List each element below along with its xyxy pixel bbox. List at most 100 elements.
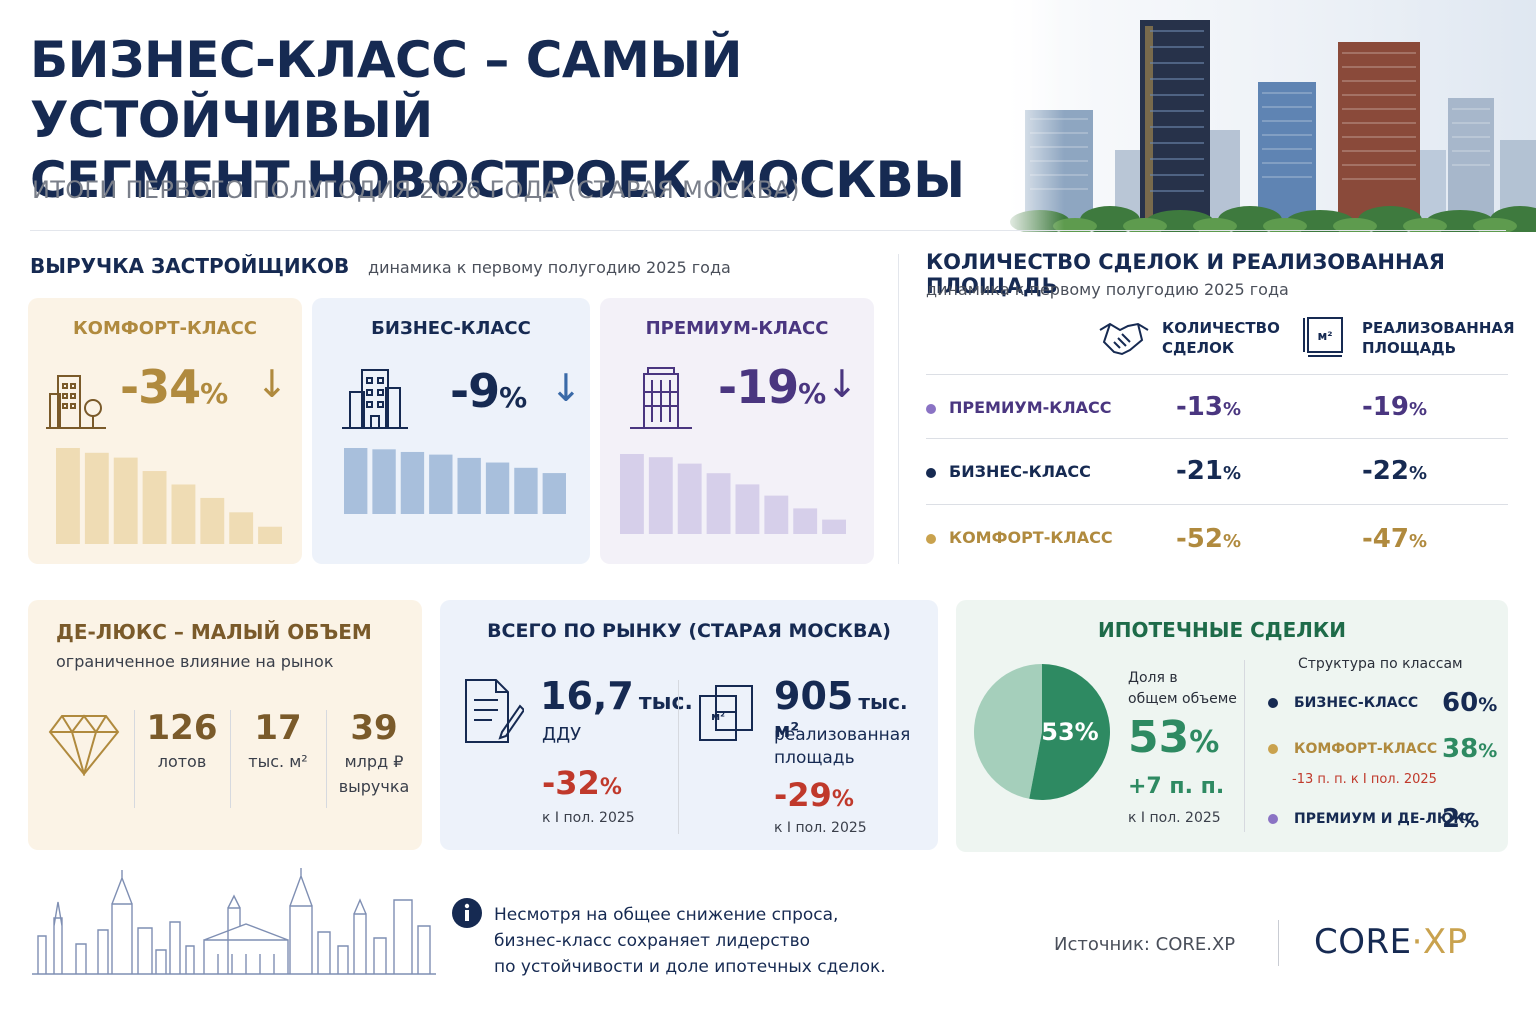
revenue-bar	[822, 519, 846, 534]
revenue-chart-premium	[620, 454, 846, 534]
deals-value: -13%	[1176, 392, 1242, 422]
revenue-card-business: БИЗНЕС-КЛАСС -9% ↓	[312, 298, 590, 564]
core-xp-logo: CORE·XP	[1314, 922, 1468, 962]
revenue-bar	[429, 454, 453, 514]
revenue-bar	[735, 484, 760, 534]
deluxe-card: ДЕ-ЛЮКС – МАЛЫЙ ОБЪЕМ ограниченное влиян…	[28, 600, 422, 850]
revenue-bar	[142, 471, 167, 544]
ddu-note: к I пол. 2025	[542, 810, 635, 826]
revenue-bar	[677, 463, 702, 534]
stat-divider	[230, 710, 231, 808]
legend-dot	[926, 468, 936, 478]
footer-divider	[1278, 920, 1279, 966]
table-row: БИЗНЕС-КЛАСС -21% -22%	[926, 454, 1508, 502]
structure-label: КОМФОРТ-КЛАСС	[1294, 741, 1438, 757]
down-arrow-icon: ↓	[550, 366, 582, 410]
table-divider	[926, 504, 1508, 505]
market-divider	[678, 680, 679, 834]
table-divider	[926, 438, 1508, 439]
revenue-bar	[764, 495, 789, 534]
floorplan-icon: м²	[699, 685, 753, 741]
card-label: ПРЕМИУМ-КЛАСС	[645, 318, 829, 339]
structure-label: БИЗНЕС-КЛАСС	[1294, 695, 1419, 711]
area-column-header: РЕАЛИЗОВАННАЯ ПЛОЩАДЬ	[1362, 319, 1515, 357]
share-note: к I пол. 2025	[1128, 810, 1221, 826]
info-icon	[452, 898, 482, 928]
svg-text:м²: м²	[1317, 329, 1332, 343]
structure-row: БИЗНЕС-КЛАСС 60%	[1268, 688, 1498, 722]
revenue-bar	[648, 457, 673, 534]
deals-title: КОЛИЧЕСТВО СДЕЛОК И РЕАЛИЗОВАННАЯ ПЛОЩАД…	[926, 250, 1445, 298]
deals-subtitle: динамика к первому полугодию 2025 года	[926, 280, 1289, 299]
row-label: БИЗНЕС-КЛАСС	[949, 462, 1091, 481]
structure-note: -13 п. п. к I пол. 2025	[1292, 772, 1437, 787]
pie-slice-rest	[974, 664, 1042, 799]
card-label: БИЗНЕС-КЛАСС	[371, 318, 531, 339]
area-note: к I пол. 2025	[774, 820, 867, 836]
down-arrow-icon: ↓	[826, 362, 858, 406]
revenue-bar	[372, 449, 396, 514]
table-row: ПРЕМИУМ-КЛАСС -13% -19%	[926, 390, 1508, 438]
office-building-icon	[342, 369, 408, 429]
deals-value: -52%	[1176, 524, 1242, 554]
moscow-skyline-illustration	[32, 868, 436, 975]
footer-note: Несмотря на общее снижение спроса, бизне…	[494, 905, 886, 977]
deals-column-header: КОЛИЧЕСТВО СДЕЛОК	[1162, 319, 1280, 357]
structure-value: 2%	[1442, 804, 1480, 834]
ddu-change: -32%	[542, 764, 622, 802]
card-label: КОМФОРТ-КЛАСС	[72, 318, 258, 339]
table-divider	[926, 374, 1508, 375]
structure-row: ПРЕМИУМ И ДЕ-ЛЮКС 2%	[1268, 804, 1494, 838]
deals-value: -21%	[1176, 456, 1242, 486]
revenue-bar	[620, 454, 644, 534]
row-label: КОМФОРТ-КЛАСС	[949, 528, 1113, 547]
revenue-bar	[113, 457, 138, 544]
revenue-value: -19%	[718, 360, 826, 414]
area-total-value: 905 тыс. м²	[774, 674, 908, 742]
mortgage-title: ИПОТЕЧНЫЕ СДЕЛКИ	[1098, 618, 1346, 642]
mortgage-divider	[1244, 660, 1245, 832]
ddu-value: 16,7 тыс.	[540, 674, 693, 718]
revenue-bar	[485, 462, 510, 514]
legend-dot	[1268, 698, 1278, 708]
revenue-card-premium: ПРЕМИУМ-КЛАСС -19% ↓	[600, 298, 874, 564]
revenue-bar	[229, 512, 254, 544]
structure-value: 60%	[1442, 688, 1498, 718]
page-title: БИЗНЕС-КЛАСС – САМЫЙ УСТОЙЧИВЫЙ СЕГМЕНТ …	[30, 31, 965, 209]
revenue-bar	[514, 467, 538, 514]
market-card: ВСЕГО ПО РЫНКУ (СТАРАЯ МОСКВА) 16,7 тыс.…	[440, 600, 938, 850]
revenue-bar	[84, 452, 109, 544]
area-icon: м²	[1303, 317, 1343, 357]
legend-dot	[1268, 814, 1278, 824]
revenue-bar	[200, 497, 225, 544]
svg-text:м²: м²	[711, 710, 725, 723]
structure-title: Структура по классам	[1298, 656, 1463, 672]
share-label: Доля в общем объеме	[1128, 670, 1237, 707]
revenue-card-comfort: КОМФОРТ-КЛАСС -34% ↓	[28, 298, 302, 564]
page-subtitle: ИТОГИ ПЕРВОГО ПОЛУГОДИЯ 2026 ГОДА (СТАРА…	[32, 176, 800, 204]
area-value: -22%	[1362, 456, 1428, 486]
pie-label: 53%	[1041, 718, 1098, 746]
deluxe-subtitle: ограниченное влияние на рынок	[56, 652, 334, 671]
diamond-icon	[48, 714, 120, 776]
revenue-bar	[344, 448, 368, 514]
revenue-chart-comfort	[56, 448, 282, 544]
area-change: -29%	[774, 776, 854, 814]
area-total-label: реализованная площадь	[774, 725, 911, 768]
mortgage-card: ИПОТЕЧНЫЕ СДЕЛКИ 53% Доля в общем объеме…	[956, 600, 1508, 852]
legend-dot	[1268, 744, 1278, 754]
revenue-value: -9%	[450, 364, 527, 418]
legend-dot	[926, 534, 936, 544]
premium-building-icon	[630, 367, 692, 429]
revenue-subtitle: динамика к первому полугодию 2025 года	[368, 258, 731, 277]
stat-divider	[326, 710, 327, 808]
section-divider	[898, 254, 899, 564]
contract-document-icon	[465, 679, 524, 743]
market-title: ВСЕГО ПО РЫНКУ (СТАРАЯ МОСКВА)	[487, 620, 891, 642]
row-label: ПРЕМИУМ-КЛАСС	[949, 398, 1112, 417]
revenue-value: -34%	[120, 360, 228, 414]
revenue-title: ВЫРУЧКА ЗАСТРОЙЩИКОВ	[30, 254, 350, 278]
structure-label: ПРЕМИУМ И ДЕ-ЛЮКС	[1294, 811, 1476, 827]
revenue-bar	[258, 526, 282, 544]
deluxe-title: ДЕ-ЛЮКС – МАЛЫЙ ОБЪЕМ	[56, 620, 372, 644]
